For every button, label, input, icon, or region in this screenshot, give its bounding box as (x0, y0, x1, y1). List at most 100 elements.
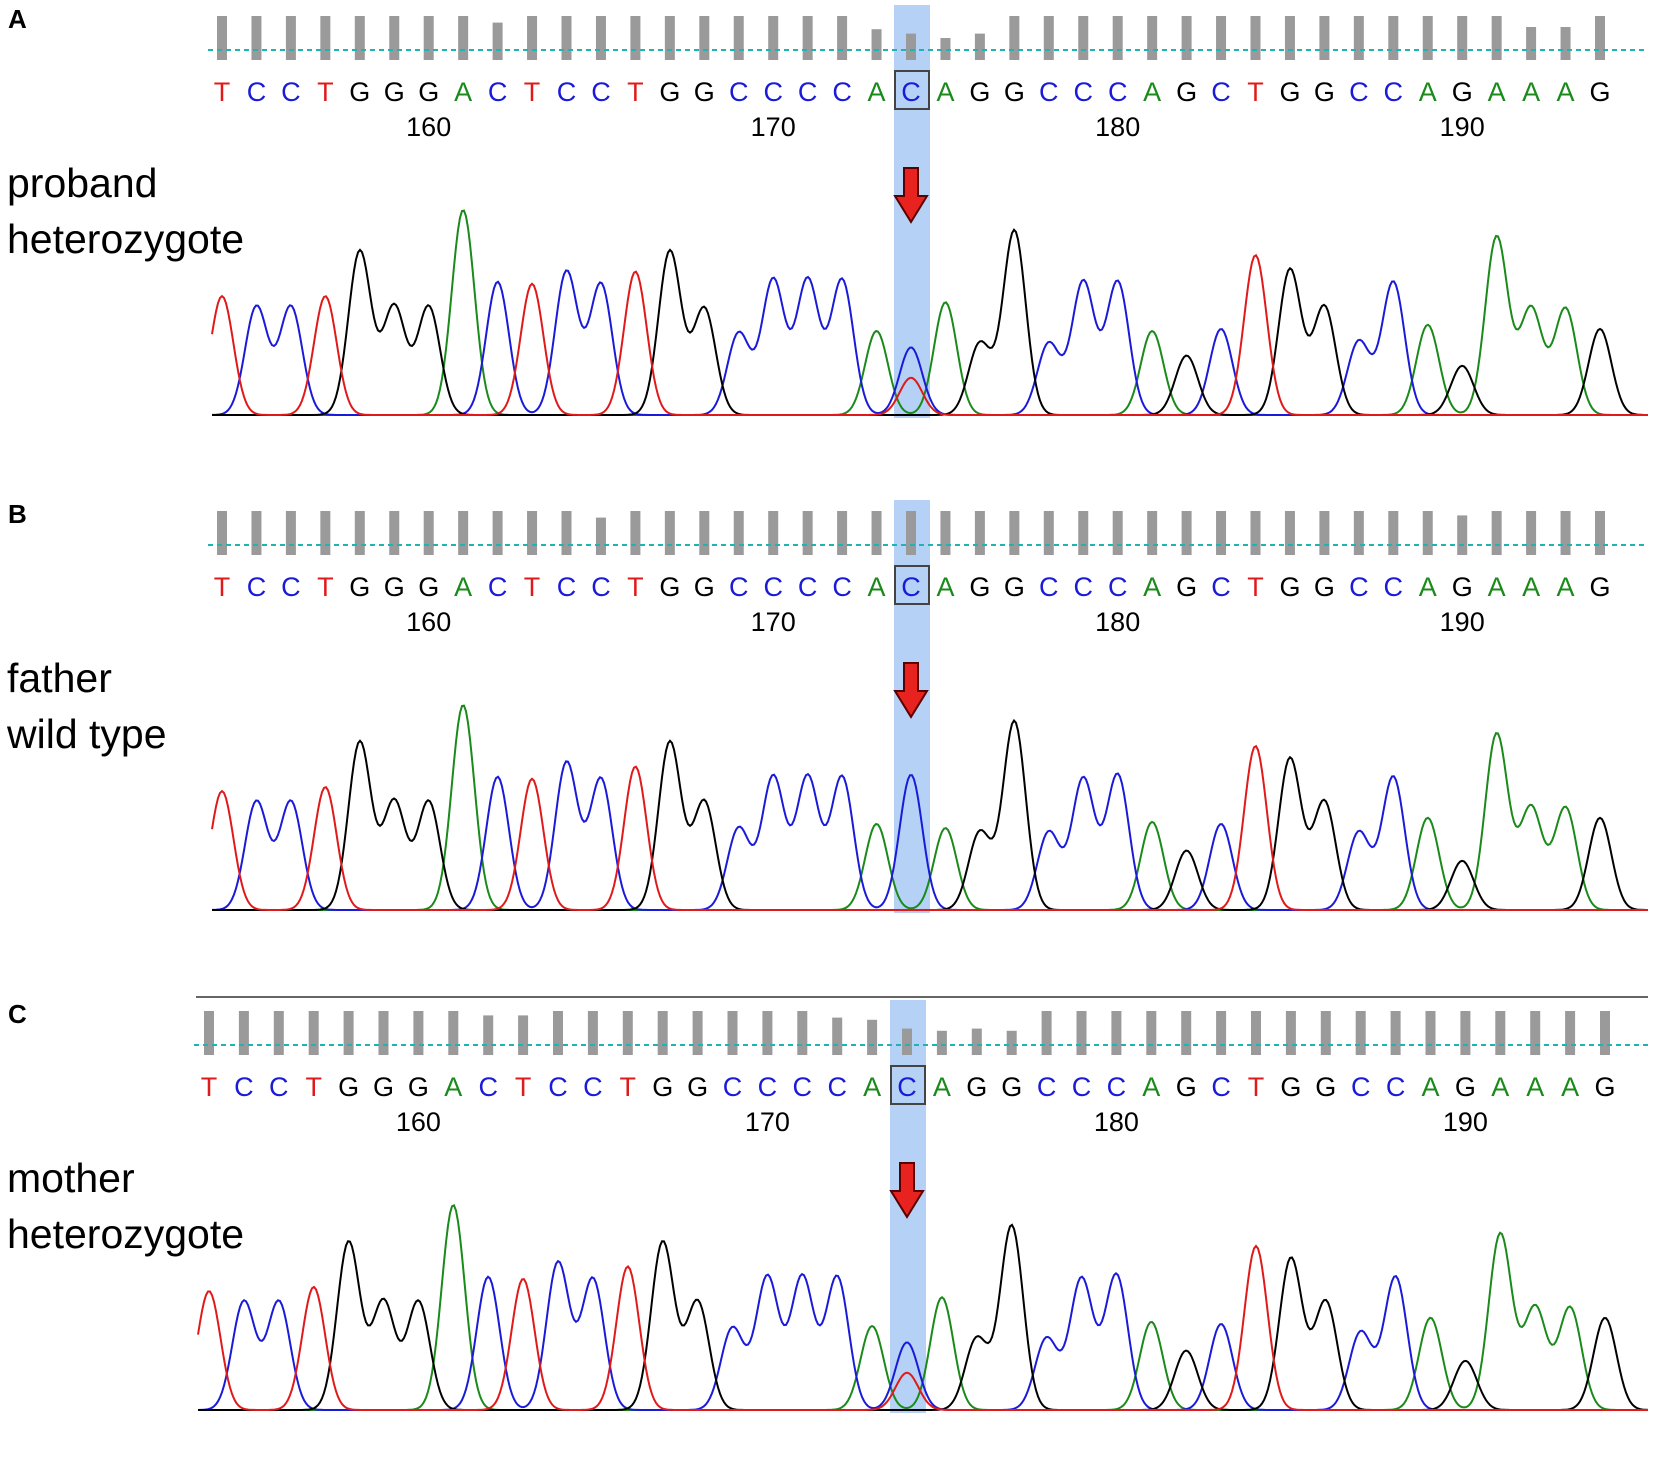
base-call: G (1589, 572, 1610, 602)
quality-bar (1460, 1011, 1471, 1055)
base-call: T (1248, 1072, 1265, 1102)
quality-bar (1284, 511, 1295, 555)
trace-T (197, 1244, 1648, 1411)
quality-bar (1422, 16, 1433, 60)
quality-bar (1006, 1030, 1017, 1055)
base-call: T (317, 572, 334, 602)
position-tick-label: 160 (406, 607, 451, 637)
base-call: C (1108, 572, 1128, 602)
base-call: C (1211, 572, 1231, 602)
quality-bar (285, 16, 296, 60)
arrow-shape (889, 1162, 925, 1219)
quality-bar (906, 33, 916, 60)
quality-bar (553, 1011, 563, 1055)
quality-bar (492, 22, 503, 61)
quality-bar (561, 16, 572, 60)
quality-bar (204, 1011, 214, 1055)
base-call: G (373, 1072, 394, 1102)
base-call: C (591, 77, 611, 107)
base-call: G (384, 77, 405, 107)
quality-bar (974, 33, 985, 60)
base-call: A (1143, 572, 1161, 602)
base-call: C (1107, 1072, 1127, 1102)
base-call: A (933, 1072, 951, 1102)
quality-bar (1147, 511, 1158, 555)
base-call: G (1004, 77, 1025, 107)
quality-bar (1147, 16, 1158, 60)
quality-bar (1530, 1011, 1541, 1055)
sample-label-line1: mother (7, 1155, 135, 1201)
base-call: C (488, 572, 508, 602)
quality-bar (354, 511, 365, 555)
quality-bar (1041, 1011, 1052, 1055)
base-call: T (317, 77, 334, 107)
base-call: C (281, 77, 301, 107)
quality-bar (657, 1011, 668, 1055)
base-call: G (1594, 1072, 1615, 1102)
base-call: G (1176, 77, 1197, 107)
base-call: A (444, 1072, 462, 1102)
quality-bar (1112, 16, 1123, 60)
quality-bar (1355, 1011, 1366, 1055)
quality-bar (527, 16, 538, 60)
base-call: C (793, 1072, 813, 1102)
base-call: C (583, 1072, 603, 1102)
trace-T (211, 744, 1648, 911)
quality-bar (1078, 511, 1089, 555)
quality-bar (733, 16, 744, 60)
quality-bar (595, 16, 606, 60)
position-tick-label: 190 (1443, 1107, 1488, 1137)
quality-bar (727, 1011, 738, 1055)
base-call: C (1384, 572, 1404, 602)
base-call: T (515, 1072, 532, 1102)
base-call: G (687, 1072, 708, 1102)
quality-bar (1565, 1011, 1576, 1055)
quality-bar (413, 1011, 424, 1055)
base-call: A (1557, 77, 1575, 107)
base-call: G (1279, 572, 1300, 602)
base-call: A (936, 77, 954, 107)
base-call: G (659, 572, 680, 602)
quality-bar (423, 511, 434, 555)
base-call: C (1072, 1072, 1092, 1102)
quality-bar (448, 1011, 459, 1055)
quality-bar (1076, 1011, 1087, 1055)
quality-bar (733, 511, 744, 555)
base-call: G (966, 1072, 987, 1102)
quality-bar (1422, 511, 1433, 555)
base-call: C (798, 77, 818, 107)
base-call: C (901, 77, 921, 107)
quality-bar (1390, 1011, 1401, 1055)
quality-bar (343, 1011, 354, 1055)
trace-A (212, 209, 1648, 416)
quality-bar (832, 1017, 843, 1055)
quality-bar (1425, 1011, 1436, 1055)
quality-bar (940, 38, 951, 60)
base-call: T (1247, 572, 1264, 602)
base-call: A (454, 572, 472, 602)
quality-bar (1181, 16, 1192, 60)
position-tick-label: 180 (1095, 607, 1140, 637)
quality-bar (1526, 511, 1537, 555)
quality-bar (699, 511, 710, 555)
quality-bar (389, 16, 400, 60)
quality-bar (1250, 16, 1261, 60)
position-tick-label: 160 (396, 1107, 441, 1137)
quality-bar (802, 16, 813, 60)
base-call: C (247, 77, 267, 107)
base-call: C (832, 77, 852, 107)
mutation-arrow (893, 167, 929, 224)
trace-T (211, 253, 1648, 416)
base-call: C (557, 572, 577, 602)
quality-bar (458, 511, 469, 555)
base-call: G (1314, 77, 1335, 107)
base-call: G (694, 77, 715, 107)
base-call: G (694, 572, 715, 602)
quality-bar (1251, 1011, 1261, 1055)
quality-bar (1112, 511, 1123, 555)
base-call: C (832, 572, 852, 602)
quality-bar (251, 16, 262, 60)
